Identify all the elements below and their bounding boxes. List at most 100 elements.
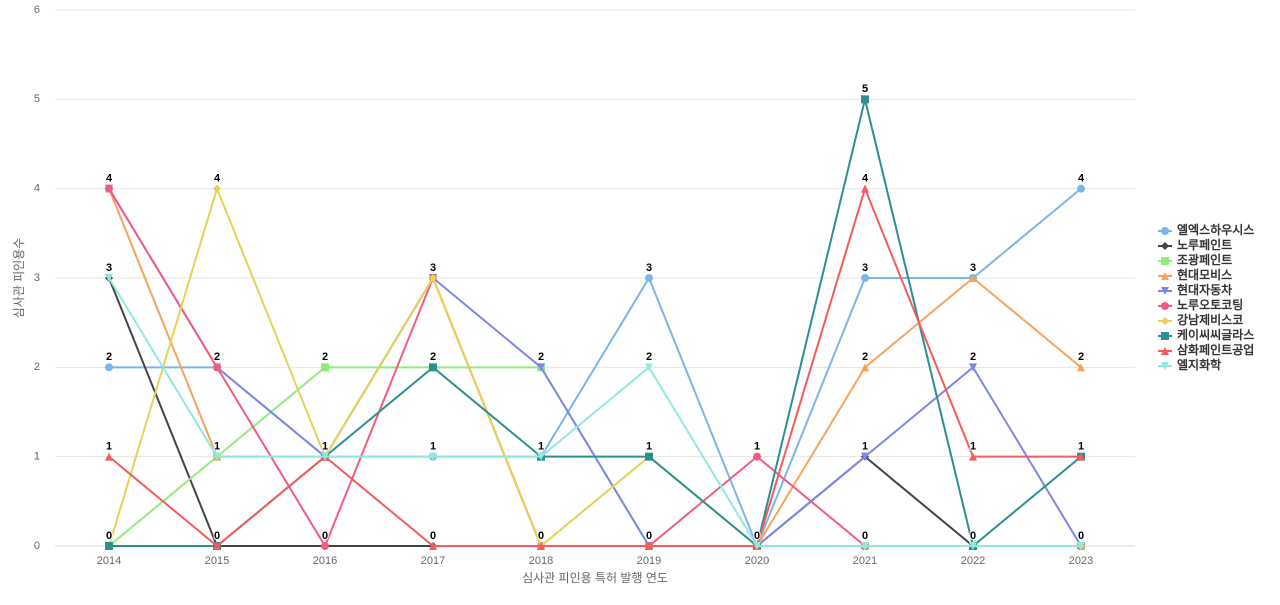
- marker: [1077, 363, 1085, 372]
- marker: [321, 542, 329, 550]
- legend-label: 케이씨씨글라스: [1177, 327, 1254, 342]
- marker: [645, 542, 653, 550]
- legend-item: 현대자동차: [1158, 282, 1232, 297]
- data-label: 1: [754, 441, 760, 453]
- marker: [1161, 362, 1169, 370]
- x-tick-label: 2014: [97, 555, 121, 567]
- series: [105, 184, 1085, 550]
- data-label: 0: [1078, 530, 1084, 542]
- legend-item: 케이씨씨글라스: [1158, 327, 1254, 342]
- marker: [1161, 272, 1169, 280]
- y-tick-label: 3: [34, 272, 40, 284]
- marker: [861, 542, 869, 550]
- marker: [861, 363, 869, 372]
- legend-item: 엘지화학: [1158, 357, 1221, 372]
- data-label: 4: [106, 173, 113, 185]
- legend-label: 조광페인트: [1177, 252, 1232, 267]
- data-label: 1: [430, 441, 436, 453]
- x-tick-label: 2015: [205, 555, 229, 567]
- marker: [1161, 302, 1169, 310]
- x-tick-label: 2018: [529, 555, 553, 567]
- legend-label: 강남제비스코: [1177, 312, 1243, 327]
- marker: [1161, 317, 1169, 325]
- legend-label: 엘엑스하우시스: [1177, 222, 1254, 237]
- legend-item: 조광페인트: [1158, 252, 1232, 267]
- data-label: 1: [214, 441, 220, 453]
- marker: [105, 274, 113, 282]
- marker: [1161, 287, 1169, 295]
- x-tick-label: 2022: [961, 555, 985, 567]
- data-label: 2: [538, 351, 544, 363]
- y-tick-label: 0: [34, 540, 40, 552]
- marker: [645, 274, 653, 282]
- marker: [861, 452, 869, 461]
- data-label: 4: [1078, 173, 1085, 185]
- marker: [969, 274, 977, 282]
- data-label: 4: [214, 173, 221, 185]
- legend-item: 노루오토코팅: [1158, 297, 1243, 312]
- data-label: 3: [430, 262, 436, 274]
- series: [105, 95, 1085, 550]
- data-label: 0: [862, 530, 868, 542]
- data-label: 3: [646, 262, 652, 274]
- data-label: 2: [646, 351, 652, 363]
- legend-label: 노루페인트: [1177, 237, 1232, 252]
- data-label: 2: [214, 351, 220, 363]
- series: [105, 274, 1085, 550]
- data-label: 2: [862, 351, 868, 363]
- marker: [1077, 542, 1085, 550]
- marker: [969, 363, 977, 372]
- marker: [861, 184, 869, 193]
- data-label: 0: [646, 530, 652, 542]
- data-label: 3: [862, 262, 868, 274]
- data-label: 1: [538, 441, 544, 453]
- data-label: 2: [106, 351, 112, 363]
- marker: [105, 542, 113, 550]
- marker: [537, 363, 545, 372]
- legend-label: 엘지화학: [1177, 357, 1221, 372]
- marker: [105, 452, 113, 461]
- marker: [645, 452, 653, 461]
- marker: [429, 363, 437, 372]
- data-label: 2: [1078, 351, 1084, 363]
- x-tick-label: 2023: [1069, 555, 1093, 567]
- marker: [429, 274, 437, 282]
- legend-item: 삼화페인트공업: [1158, 342, 1254, 357]
- marker: [213, 184, 221, 193]
- marker: [321, 363, 329, 372]
- marker: [537, 542, 545, 550]
- data-label: 5: [862, 83, 868, 95]
- data-label: 3: [106, 262, 112, 274]
- marker: [969, 542, 977, 550]
- data-label: 4: [862, 173, 869, 185]
- marker: [645, 363, 653, 372]
- legend-item: 엘엑스하우시스: [1158, 222, 1254, 237]
- data-label: 0: [430, 530, 436, 542]
- data-label: 1: [646, 441, 652, 453]
- marker: [321, 452, 329, 461]
- marker: [213, 542, 221, 550]
- y-tick-label: 4: [34, 183, 40, 195]
- x-tick-label: 2017: [421, 555, 445, 567]
- data-label: 0: [106, 530, 112, 542]
- y-tick-label: 5: [34, 93, 40, 105]
- series-line: [108, 185, 1081, 548]
- data-label: 0: [970, 530, 976, 542]
- marker: [1077, 452, 1085, 461]
- data-label: 1: [106, 441, 112, 453]
- marker: [753, 542, 761, 550]
- marker: [213, 363, 221, 372]
- x-tick-label: 2016: [313, 555, 337, 567]
- data-label: 3: [970, 262, 976, 274]
- legend-label: 삼화페인트공업: [1177, 342, 1254, 357]
- y-tick-label: 1: [34, 451, 40, 463]
- data-label: 0: [322, 530, 328, 542]
- legend-item: 노루페인트: [1158, 237, 1232, 252]
- data-label: 1: [1078, 441, 1084, 453]
- x-tick-label: 2019: [637, 555, 661, 567]
- legend-item: 강남제비스코: [1158, 312, 1243, 327]
- data-label: 0: [538, 530, 544, 542]
- data-label: 0: [214, 530, 220, 542]
- legend-label: 노루오토코팅: [1177, 297, 1243, 312]
